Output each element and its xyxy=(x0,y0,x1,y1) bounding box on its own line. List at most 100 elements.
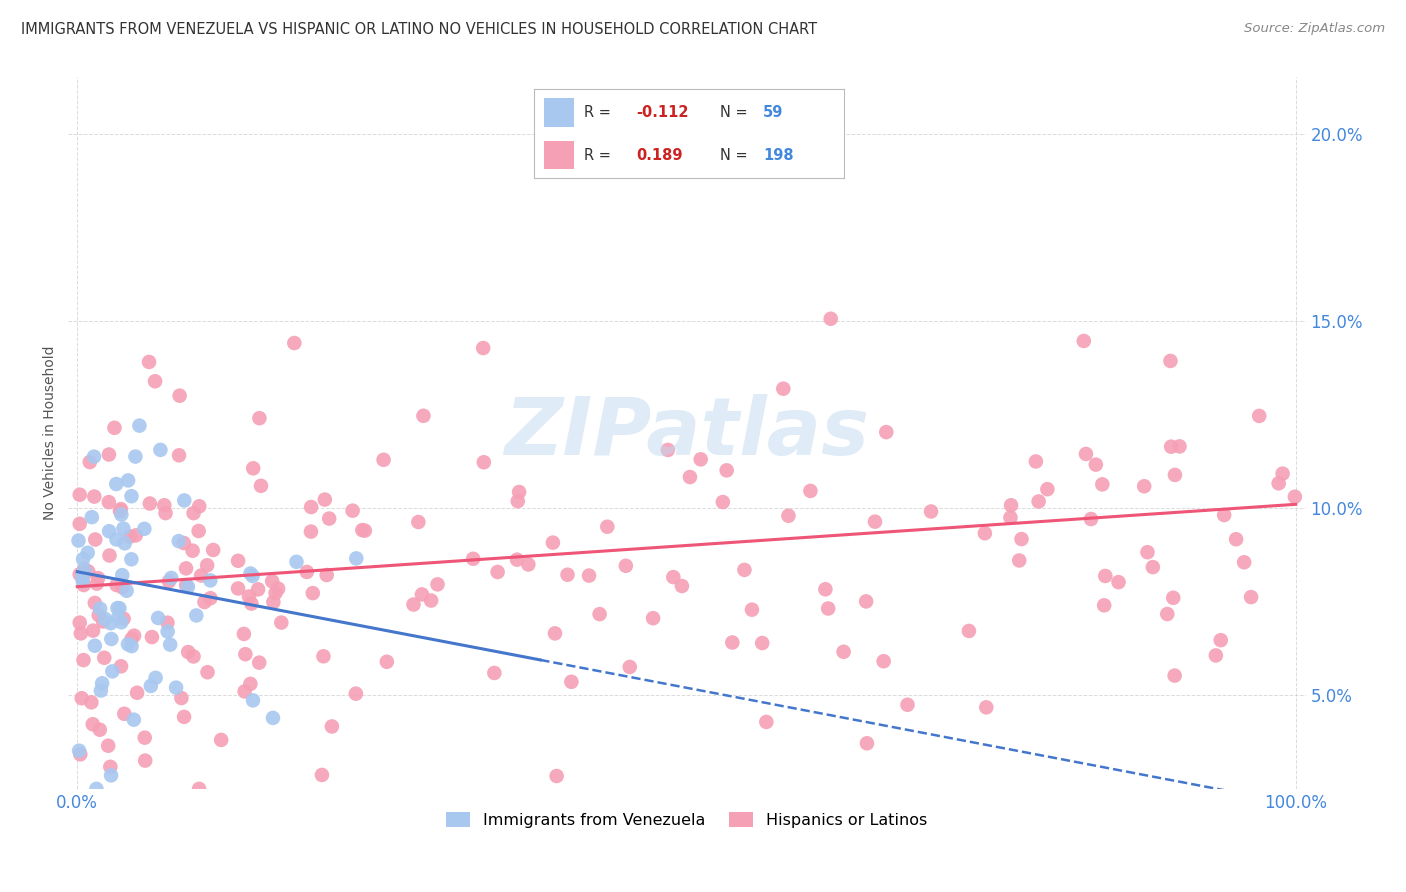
Point xyxy=(508,485,530,500)
Point xyxy=(619,660,641,674)
Point xyxy=(200,591,222,606)
Point xyxy=(101,665,124,679)
Point xyxy=(89,723,111,737)
Point xyxy=(1160,440,1182,454)
Point xyxy=(973,526,995,541)
Point xyxy=(657,442,679,457)
Point xyxy=(200,574,222,588)
Point xyxy=(117,637,139,651)
Text: R =: R = xyxy=(583,105,616,120)
Point xyxy=(375,655,398,669)
Point xyxy=(711,495,734,509)
Point xyxy=(896,698,918,712)
Point xyxy=(233,684,256,698)
Point xyxy=(165,681,187,695)
Point xyxy=(69,516,91,531)
Point xyxy=(517,558,540,572)
Point xyxy=(755,714,778,729)
Point xyxy=(86,781,108,796)
Point xyxy=(1011,532,1033,546)
Point xyxy=(588,607,610,621)
Point xyxy=(1156,607,1178,621)
Point xyxy=(67,744,90,758)
Point xyxy=(344,687,367,701)
Point xyxy=(209,733,232,747)
Point xyxy=(73,578,96,592)
Point xyxy=(315,568,337,582)
Point xyxy=(721,635,744,649)
Point xyxy=(974,700,997,714)
Point xyxy=(174,578,197,592)
Point xyxy=(115,583,138,598)
Point xyxy=(238,590,260,604)
Point xyxy=(177,580,200,594)
Point xyxy=(153,498,176,512)
Point xyxy=(270,615,292,630)
Point xyxy=(1136,545,1159,559)
Point xyxy=(167,534,190,549)
Text: 198: 198 xyxy=(763,148,794,162)
Point xyxy=(112,522,135,536)
Point xyxy=(716,463,738,477)
Point xyxy=(67,533,90,548)
Point xyxy=(181,543,204,558)
Point xyxy=(342,503,364,517)
Point xyxy=(72,552,94,566)
Point xyxy=(83,639,105,653)
Point xyxy=(117,474,139,488)
Point xyxy=(1209,633,1232,648)
Point xyxy=(817,601,839,615)
Text: Source: ZipAtlas.com: Source: ZipAtlas.com xyxy=(1244,22,1385,36)
Point xyxy=(86,576,108,591)
Point xyxy=(596,519,619,533)
Point xyxy=(187,524,209,538)
Point xyxy=(318,511,340,525)
Point xyxy=(138,355,160,369)
Point xyxy=(232,627,254,641)
Point xyxy=(183,506,205,520)
Point xyxy=(1025,454,1047,468)
Point xyxy=(1080,512,1102,526)
Point xyxy=(112,612,135,626)
Point xyxy=(87,571,110,585)
Point xyxy=(262,711,284,725)
Point xyxy=(643,611,665,625)
Point xyxy=(94,612,117,626)
Point xyxy=(105,533,128,547)
Point xyxy=(139,496,162,510)
Point xyxy=(149,442,172,457)
Point xyxy=(1142,560,1164,574)
Point xyxy=(1163,668,1185,682)
Point xyxy=(546,769,568,783)
Point xyxy=(1092,599,1115,613)
Point xyxy=(141,630,163,644)
Point xyxy=(111,580,134,594)
Text: R =: R = xyxy=(583,148,616,162)
Text: -0.112: -0.112 xyxy=(637,105,689,120)
Point xyxy=(541,535,564,549)
Point xyxy=(1084,458,1107,472)
Point xyxy=(91,676,114,690)
Point xyxy=(90,683,112,698)
Point xyxy=(872,654,894,668)
Point xyxy=(89,601,111,615)
Text: ZIPatlas: ZIPatlas xyxy=(503,394,869,472)
Point xyxy=(177,645,200,659)
Point xyxy=(247,582,270,597)
Point xyxy=(124,450,146,464)
Point xyxy=(105,578,128,592)
Point xyxy=(69,626,91,640)
Point xyxy=(169,389,191,403)
Text: N =: N = xyxy=(720,105,752,120)
Point xyxy=(121,489,143,503)
Point xyxy=(1164,467,1187,482)
Point xyxy=(262,595,284,609)
Point xyxy=(77,565,100,579)
Point xyxy=(70,691,93,706)
Point xyxy=(79,455,101,469)
Point xyxy=(167,448,190,462)
Point xyxy=(295,565,318,579)
Point xyxy=(98,549,121,563)
Point xyxy=(98,524,121,539)
Legend: Immigrants from Venezuela, Hispanics or Latinos: Immigrants from Venezuela, Hispanics or … xyxy=(440,805,934,834)
